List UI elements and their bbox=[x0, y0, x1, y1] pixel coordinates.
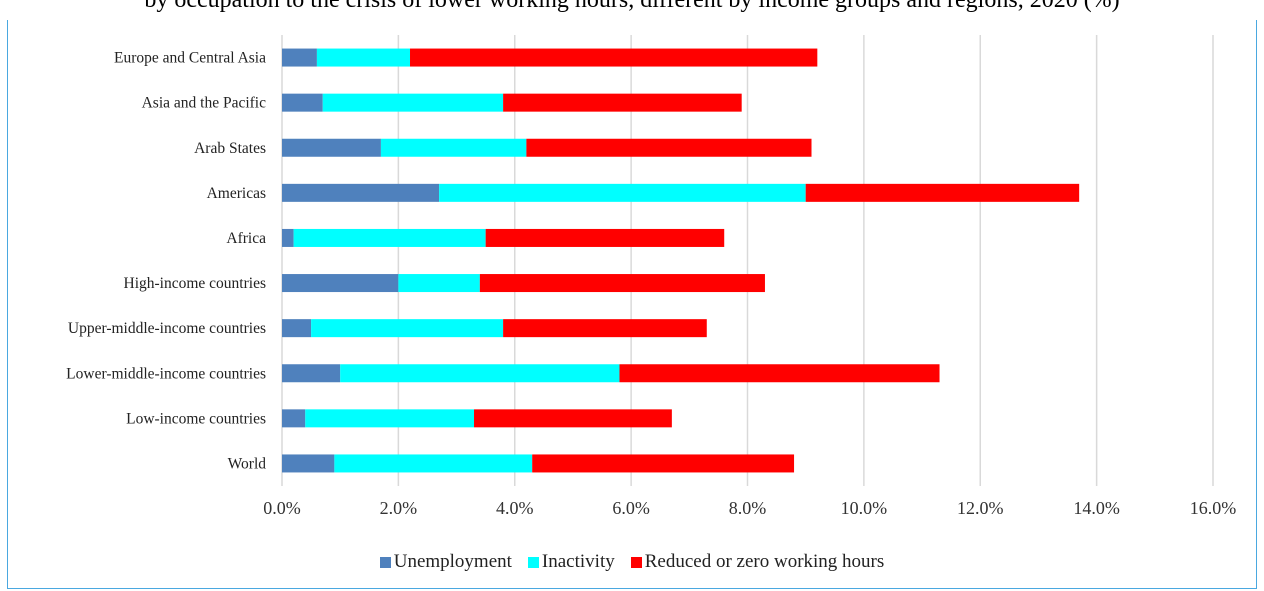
bar-segment bbox=[282, 183, 440, 202]
bar-segment bbox=[282, 138, 381, 157]
legend-swatch bbox=[379, 556, 391, 568]
legend-swatch bbox=[630, 556, 642, 568]
bar-segment bbox=[282, 409, 306, 428]
bar-segment bbox=[439, 183, 806, 202]
bar-segment bbox=[282, 228, 294, 247]
bar-segment bbox=[479, 274, 765, 293]
bar-segment bbox=[305, 409, 475, 428]
bar-segment bbox=[526, 138, 812, 157]
chart-frame bbox=[7, 20, 1257, 589]
x-tick-label: 2.0% bbox=[380, 498, 418, 518]
x-tick-label: 4.0% bbox=[496, 498, 534, 518]
legend-swatch bbox=[527, 556, 539, 568]
bar-segment bbox=[282, 93, 323, 112]
bar-segment bbox=[340, 364, 620, 383]
x-tick-label: 12.0% bbox=[957, 498, 1004, 518]
category-label: Asia and the Pacific bbox=[142, 95, 267, 112]
bar-segment bbox=[311, 319, 504, 338]
bar-segment bbox=[398, 274, 480, 293]
category-label: Upper-middle-income countries bbox=[68, 320, 266, 337]
category-label: World bbox=[228, 455, 267, 472]
x-tick-label: 8.0% bbox=[729, 498, 767, 518]
bar-segment bbox=[282, 454, 335, 473]
chart-title: by occupation to the crisis of lower wor… bbox=[144, 0, 1120, 13]
category-label: Europe and Central Asia bbox=[114, 50, 266, 67]
bar-segment bbox=[503, 93, 742, 112]
category-label: Arab States bbox=[194, 140, 266, 157]
chart-title-strip: by occupation to the crisis of lower wor… bbox=[0, 0, 1264, 20]
bar-segment bbox=[334, 454, 533, 473]
legend-label: Unemployment bbox=[393, 551, 512, 572]
bar-segment bbox=[619, 364, 940, 383]
legend-label: Inactivity bbox=[541, 551, 615, 572]
legend-item: Inactivity bbox=[527, 551, 615, 573]
legend-label: Reduced or zero working hours bbox=[644, 551, 885, 572]
bar-segment bbox=[805, 183, 1080, 202]
bar-segment bbox=[322, 93, 504, 112]
bar-segment bbox=[503, 319, 707, 338]
category-label: High-income countries bbox=[124, 275, 266, 292]
bar-segment bbox=[485, 228, 725, 247]
bar-segment bbox=[316, 48, 411, 67]
category-label: Low-income countries bbox=[126, 410, 266, 427]
bar-segment bbox=[532, 454, 795, 473]
bar-segment bbox=[474, 409, 672, 428]
category-label: Lower-middle-income countries bbox=[66, 365, 266, 382]
x-tick-label: 10.0% bbox=[841, 498, 888, 518]
x-tick-label: 6.0% bbox=[612, 498, 650, 518]
x-tick-label: 16.0% bbox=[1190, 498, 1237, 518]
bar-segment bbox=[282, 274, 399, 293]
bar-segment bbox=[282, 319, 312, 338]
bar-segment bbox=[410, 48, 818, 67]
legend-item: Reduced or zero working hours bbox=[630, 551, 885, 573]
category-label: Americas bbox=[207, 185, 266, 202]
x-tick-label: 14.0% bbox=[1073, 498, 1120, 518]
bar-segment bbox=[282, 364, 341, 383]
x-tick-label: 0.0% bbox=[263, 498, 301, 518]
bar-segment bbox=[282, 48, 317, 67]
category-label: Africa bbox=[226, 230, 266, 247]
bar-segment bbox=[293, 228, 486, 247]
bar-segment bbox=[380, 138, 527, 157]
legend-item: Unemployment bbox=[379, 551, 512, 573]
chart-legend: Unemployment Inactivity Reduced or zero wo… bbox=[0, 551, 1264, 574]
